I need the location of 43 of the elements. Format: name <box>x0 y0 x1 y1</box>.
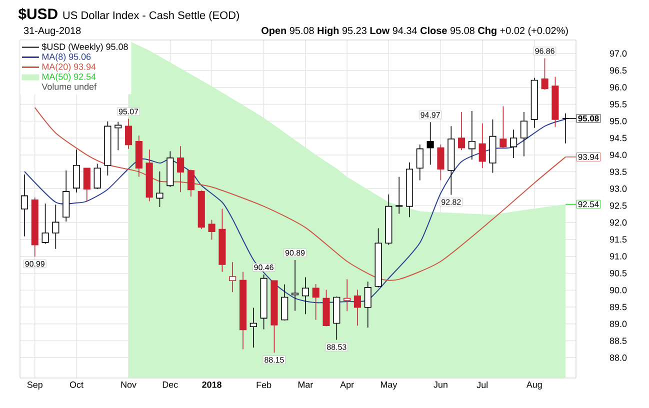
y-tick-label: 91.5 <box>610 236 627 243</box>
y-tick-label: 90.5 <box>610 270 627 276</box>
x-tick-label: Aug <box>526 382 542 390</box>
y-tick-label: 94.0 <box>610 152 627 158</box>
y-tick-label: 89.0 <box>610 320 627 328</box>
y-tick-label: 92.0 <box>610 219 627 226</box>
x-tick-label: Oct <box>70 382 84 388</box>
text: Open 95.08 High 95.23 Low 94.34 Close 95.08 Chg +0.02 (+0.02%) <box>262 26 568 36</box>
x-tick-label: Feb <box>256 382 272 388</box>
x-tick-label: Mar <box>298 382 314 388</box>
legend-label: MA(50) 92.54 <box>42 73 96 82</box>
annotation: 92.54 <box>578 201 599 208</box>
legend-label: MA(8) 95.06 <box>42 53 91 62</box>
y-tick-label: 95.5 <box>610 101 627 108</box>
y-tick-label: 90.0 <box>610 286 627 294</box>
y-tick-label: 96.5 <box>610 67 627 74</box>
y-tick-label: 94.5 <box>610 134 627 142</box>
x-tick-label: Dec <box>162 382 178 388</box>
x-tick-label: May <box>380 382 398 390</box>
y-tick-label: 96.0 <box>610 84 627 90</box>
x-tick-label: Sep <box>27 382 42 390</box>
x-tick-label: Jun <box>434 382 448 388</box>
annotation: Volume undef <box>42 83 97 90</box>
x-tick-label: Jul <box>476 382 488 388</box>
y-tick-label: 91.0 <box>610 253 627 260</box>
legend-label: $USD (Weekly) 95.08 <box>42 43 128 52</box>
y-tick-label: 93.5 <box>610 168 627 175</box>
y-tick-label: 95.0 <box>610 118 627 124</box>
annotation: 95.08 <box>578 115 599 122</box>
x-tick-label: 2018 <box>202 382 222 388</box>
y-tick-label: 93.0 <box>610 186 627 192</box>
legend-label: MA(20) 93.94 <box>42 63 96 72</box>
x-tick-label: Nov <box>121 382 136 388</box>
chart-title: $USD <box>18 8 58 20</box>
y-tick-label: 88.0 <box>610 354 627 361</box>
y-tick-label: 89.5 <box>610 304 627 310</box>
y-tick-label: 88.5 <box>610 338 627 344</box>
text: 31-Aug-2018 <box>24 27 81 36</box>
y-tick-label: 97.0 <box>610 50 627 57</box>
chart-subtitle: US Dollar Index - Cash Settle (EOD) <box>63 11 239 22</box>
annotation: 93.94 <box>578 154 599 160</box>
y-tick-label: 92.5 <box>610 202 627 209</box>
x-tick-label: Apr <box>340 382 354 390</box>
